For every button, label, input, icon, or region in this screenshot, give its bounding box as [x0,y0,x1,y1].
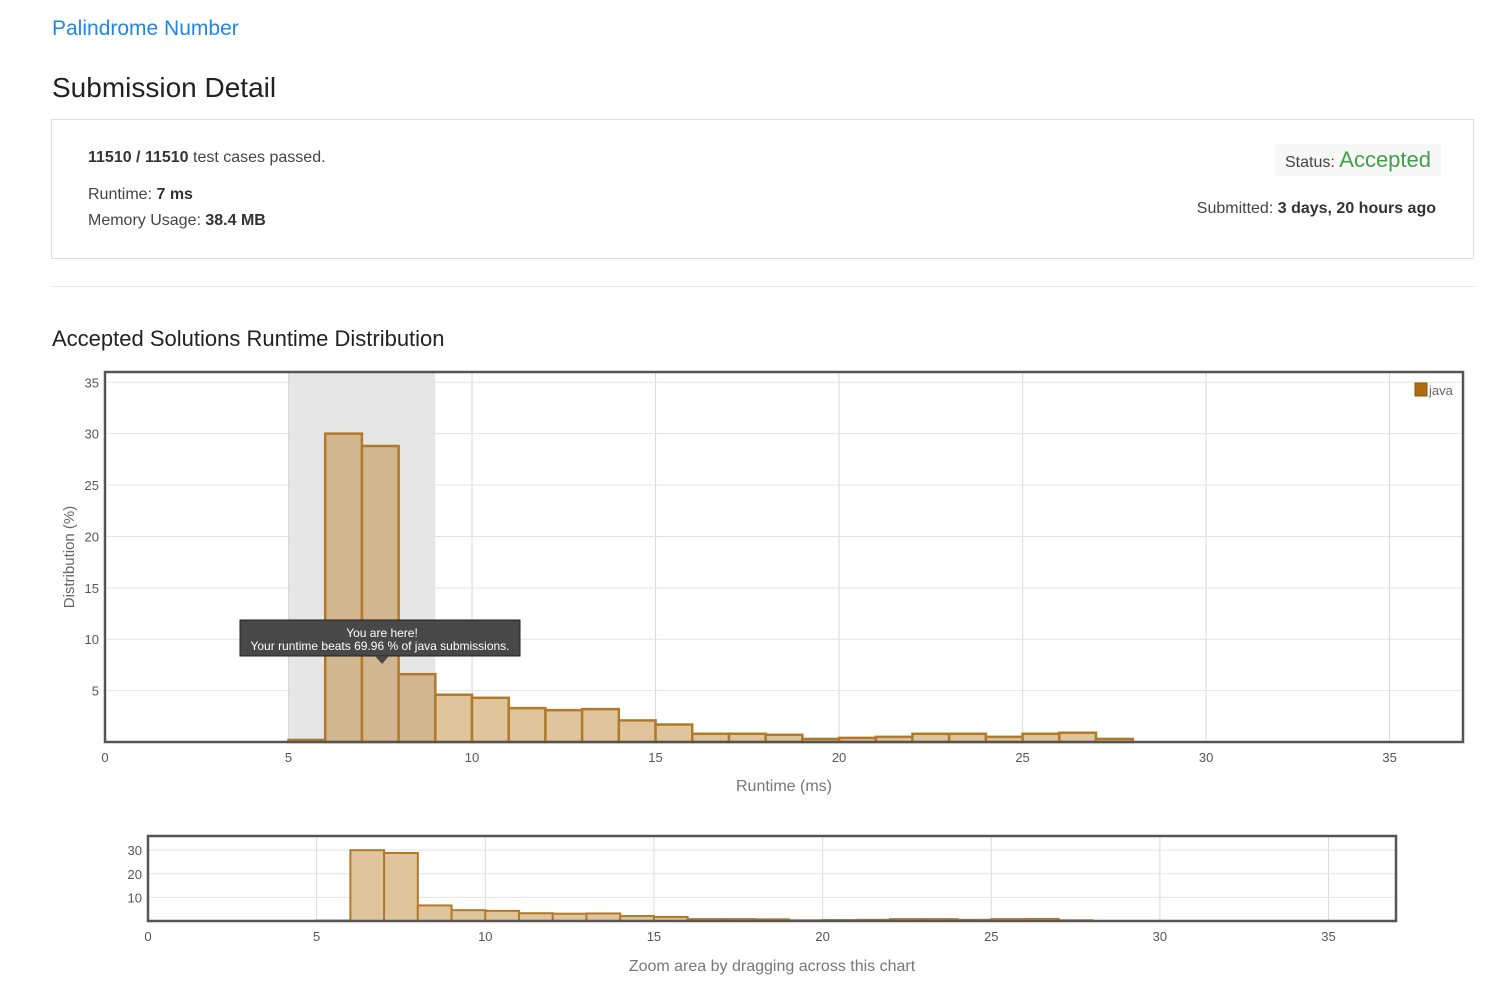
problem-title-link[interactable]: Palindrome Number [52,17,239,40]
test-cases-line: 11510 / 11510 test cases passed. [88,149,326,167]
x-tick-label: 30 [1153,929,1167,944]
main-runtime-chart: 0 5 10 15 20 25 30 35 5 10 15 20 25 30 35 Runtime (ms) D… [61,370,1465,795]
y-tick-label: 15 [85,581,99,596]
y-axis-label: Distribution (%) [61,506,78,609]
y-tick-label: 10 [85,632,99,647]
x-tick-label: 10 [465,750,479,765]
x-tick-label: 10 [478,929,492,944]
y-tick-label: 30 [128,843,142,858]
x-tick-label: 15 [647,929,661,944]
y-tick-label: 35 [85,375,99,390]
x-axis-label: Runtime (ms) [736,778,832,795]
histogram-bar [360,444,400,744]
status-label: Status: [1285,154,1335,171]
x-tick-label: 25 [1015,750,1029,765]
histogram-bar [397,672,437,744]
legend-swatch [1414,382,1428,397]
status-value[interactable]: Accepted [1339,147,1431,172]
submitted-line: Submitted: 3 days, 20 hours ago [1197,200,1436,218]
x-tick-label: 20 [832,750,846,765]
memory-value: 38.4 MB [205,212,266,229]
histogram-bar [484,909,521,923]
histogram-bar [416,904,453,923]
tooltip-box [239,619,521,657]
submitted-value: 3 days, 20 hours ago [1277,200,1436,217]
histogram-bar [470,696,510,744]
y-tick-label: 25 [85,478,99,493]
x-tick-label: 0 [101,750,108,765]
histogram-bar [654,723,694,744]
x-tick-label: 35 [1321,929,1335,944]
x-tick-label: 5 [285,750,292,765]
chart-section-title: Accepted Solutions Runtime Distribution [52,326,445,351]
plot-frame [103,370,1465,744]
x-tick-label: 15 [648,750,662,765]
histogram-bar [580,707,621,744]
memory-label: Memory Usage: [88,212,201,229]
y-tick-label: 20 [128,867,142,882]
x-tick-label: 25 [984,929,998,944]
histogram-bar [383,852,419,922]
histogram-bar [507,706,547,744]
status-badge: Status: Accepted [1275,144,1441,176]
y-tick-label: 5 [92,684,99,699]
x-tick-label: 0 [144,929,151,944]
histogram-bar [323,432,364,744]
x-axis-label: Zoom area by dragging across this chart [629,958,916,975]
test-cases-count: 11510 / 11510 [88,149,189,166]
runtime-value: 7 ms [156,186,193,203]
y-tick-label: 20 [85,529,99,544]
x-tick-label: 35 [1382,750,1396,765]
y-tick-label: 10 [128,890,142,905]
histogram-bar [450,909,487,923]
histogram-bar [349,849,386,923]
tooltip-text: Your runtime beats 69.96 % of java submi… [250,639,509,653]
submitted-label: Submitted: [1196,200,1274,217]
runtime-line: Runtime: 7 ms [88,186,193,204]
histogram-bar [1058,731,1098,744]
histogram-bar [544,708,584,744]
submission-summary-box: 11510 / 11510 test cases passed. Runtime… [51,119,1474,259]
runtime-label: Runtime: [88,186,153,203]
y-tick-label: 30 [85,427,99,442]
legend-label: java [1428,383,1454,398]
x-tick-label: 30 [1199,750,1213,765]
page-title: Submission Detail [52,72,277,103]
x-tick-label: 20 [815,929,829,944]
divider [51,286,1475,287]
x-tick-label: 5 [313,929,320,944]
tooltip-title: You are here! [346,626,418,640]
memory-line: Memory Usage: 38.4 MB [88,212,266,230]
histogram-bar [434,693,474,744]
tooltip-arrow [375,656,389,664]
zoom-navigator-chart: 0 5 10 15 20 25 30 35 10 20 30 Zoom area by draggin… [128,834,1398,975]
plot-frame [146,834,1398,923]
histogram-bar [617,719,657,744]
test-cases-suffix: test cases passed. [193,149,326,166]
